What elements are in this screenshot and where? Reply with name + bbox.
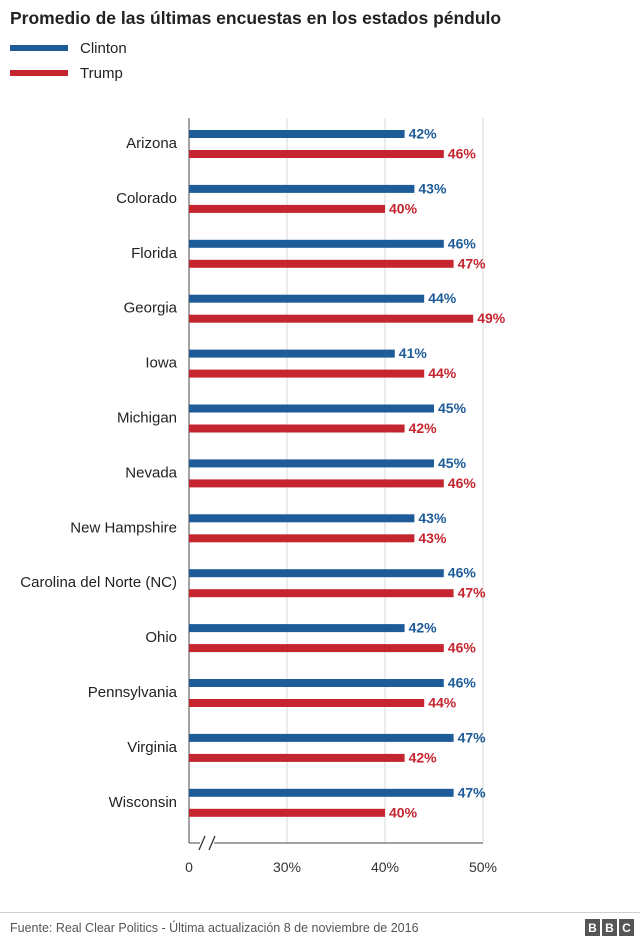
legend-label-clinton: Clinton: [80, 39, 127, 57]
bar-clinton: [189, 514, 415, 523]
data-label: 42%: [409, 420, 438, 436]
data-label: 41%: [399, 345, 428, 361]
category-label: Michigan: [117, 410, 177, 427]
axis-break-gap: [200, 840, 214, 846]
data-label: 46%: [448, 475, 477, 491]
data-label: 49%: [477, 310, 506, 326]
bar-clinton: [189, 294, 425, 303]
data-label: 47%: [458, 585, 487, 601]
data-label: 42%: [409, 126, 438, 142]
bar-clinton: [189, 624, 405, 633]
bar-clinton: [189, 569, 444, 578]
x-tick-label: 40%: [371, 859, 399, 875]
legend-item-clinton: Clinton: [10, 38, 127, 58]
category-label: Pennsylvania: [88, 684, 178, 701]
bar-clinton: [189, 184, 415, 193]
category-label: Nevada: [125, 464, 177, 481]
data-label: 47%: [458, 729, 487, 745]
bbc-logo-letter: C: [619, 919, 634, 936]
bbc-logo-letter: B: [602, 919, 617, 936]
category-label: Carolina del Norte (NC): [20, 574, 177, 591]
bar-chart: Arizona42%46%Colorado43%40%Florida46%47%…: [20, 118, 506, 875]
x-tick-label: 30%: [273, 859, 301, 875]
bar-trump: [189, 808, 385, 817]
bar-trump: [189, 369, 425, 378]
category-label: Georgia: [124, 300, 178, 317]
category-label: New Hampshire: [70, 519, 177, 536]
data-label: 43%: [418, 180, 447, 196]
bar-trump: [189, 204, 385, 213]
data-label: 44%: [428, 290, 457, 306]
bbc-logo-letter: B: [585, 919, 600, 936]
bar-trump: [189, 534, 415, 543]
data-label: 42%: [409, 749, 438, 765]
bar-clinton: [189, 404, 434, 413]
bar-clinton: [189, 349, 395, 358]
data-label: 46%: [448, 235, 477, 251]
data-label: 45%: [438, 455, 467, 471]
category-label: Iowa: [145, 355, 177, 372]
category-label: Florida: [131, 245, 178, 262]
bar-trump: [189, 314, 474, 323]
bar-trump: [189, 699, 425, 707]
bar-trump: [189, 479, 444, 488]
category-label: Virginia: [127, 739, 177, 756]
legend-label-trump: Trump: [80, 64, 123, 82]
bbc-logo: B B C: [585, 919, 634, 936]
x-tick-label: 0: [185, 859, 193, 875]
data-label: 42%: [409, 620, 438, 636]
data-label: 46%: [448, 565, 477, 581]
bar-clinton: [189, 679, 444, 687]
data-label: 40%: [389, 804, 418, 820]
data-label: 46%: [448, 146, 477, 162]
legend-swatch-trump: [10, 70, 68, 76]
bar-clinton: [189, 239, 444, 248]
axis-break-mark: [198, 835, 206, 851]
data-label: 40%: [389, 200, 418, 216]
bar-clinton: [189, 733, 454, 742]
legend-swatch-clinton: [10, 45, 68, 51]
data-label: 44%: [428, 695, 457, 711]
bar-trump: [189, 753, 405, 762]
data-label: 43%: [418, 530, 447, 546]
bar-clinton: [189, 788, 454, 797]
bar-trump: [189, 644, 444, 653]
footer-divider: [0, 912, 640, 913]
category-label: Colorado: [116, 190, 177, 207]
data-label: 47%: [458, 255, 487, 271]
category-label: Wisconsin: [109, 794, 177, 811]
bar-trump: [189, 589, 454, 598]
x-tick-label: 50%: [469, 859, 497, 875]
data-label: 44%: [428, 365, 457, 381]
data-label: 43%: [418, 510, 447, 526]
data-label: 45%: [438, 400, 467, 416]
bar-trump: [189, 424, 405, 433]
data-label: 46%: [448, 640, 477, 656]
category-label: Ohio: [145, 629, 177, 646]
category-label: Arizona: [126, 135, 178, 152]
data-label: 46%: [448, 675, 477, 691]
source-note: Fuente: Real Clear Politics - Última act…: [10, 921, 419, 935]
bar-clinton: [189, 130, 405, 138]
bar-trump: [189, 150, 444, 158]
axis-break-mark: [208, 835, 216, 851]
bar-trump: [189, 259, 454, 268]
data-label: 47%: [458, 784, 487, 800]
legend-item-trump: Trump: [10, 63, 123, 83]
chart-title: Promedio de las últimas encuestas en los…: [10, 8, 502, 28]
bar-clinton: [189, 459, 434, 468]
